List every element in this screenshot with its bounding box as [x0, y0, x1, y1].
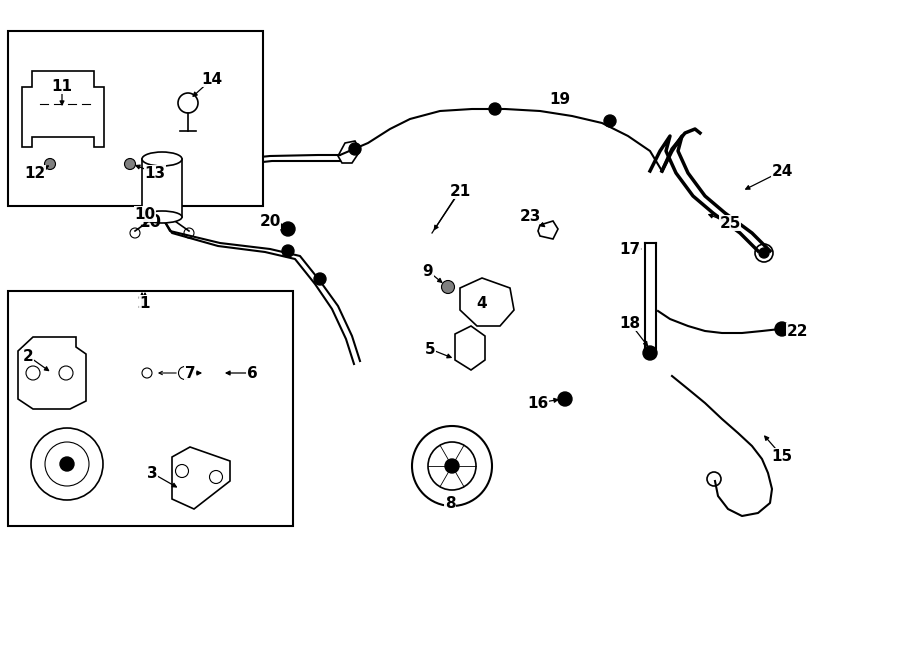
Text: 9: 9 [423, 264, 433, 278]
Circle shape [60, 457, 74, 471]
Text: 6: 6 [247, 366, 257, 381]
Text: 20: 20 [259, 214, 281, 229]
Text: 14: 14 [202, 71, 222, 87]
Text: 16: 16 [527, 395, 549, 410]
Circle shape [775, 322, 789, 336]
Bar [8, 31, 263, 206]
Circle shape [282, 245, 294, 257]
Text: 25: 25 [719, 215, 741, 231]
Text: 18: 18 [619, 315, 641, 330]
Text: 23: 23 [519, 208, 541, 223]
Circle shape [445, 459, 459, 473]
Text: 19: 19 [549, 91, 571, 106]
Text: 12: 12 [24, 165, 46, 180]
Ellipse shape [142, 211, 182, 223]
Circle shape [44, 159, 56, 169]
Text: 21: 21 [449, 184, 471, 198]
Bar [142, 159, 182, 217]
Text: 2: 2 [22, 348, 33, 364]
Bar [8, 291, 293, 526]
Ellipse shape [142, 152, 182, 166]
Circle shape [124, 159, 136, 169]
Circle shape [759, 248, 769, 258]
Text: 13: 13 [144, 165, 166, 180]
Text: 1: 1 [140, 295, 150, 311]
Circle shape [643, 346, 657, 360]
Text: 5: 5 [425, 342, 436, 356]
Circle shape [281, 222, 295, 236]
Text: 7: 7 [184, 366, 195, 381]
Text: 1: 1 [137, 295, 148, 311]
Text: 15: 15 [771, 449, 793, 463]
Text: 22: 22 [788, 323, 809, 338]
Text: 8: 8 [445, 496, 455, 510]
Circle shape [442, 280, 454, 293]
Text: 10: 10 [139, 213, 161, 231]
Text: 11: 11 [51, 79, 73, 93]
Circle shape [558, 392, 572, 406]
Circle shape [349, 143, 361, 155]
Text: 3: 3 [147, 465, 158, 481]
Text: 10: 10 [134, 206, 156, 221]
Text: 4: 4 [477, 295, 487, 311]
Text: 24: 24 [771, 163, 793, 178]
Circle shape [314, 273, 326, 285]
Circle shape [604, 115, 616, 127]
Text: 17: 17 [619, 241, 641, 256]
Circle shape [489, 103, 501, 115]
